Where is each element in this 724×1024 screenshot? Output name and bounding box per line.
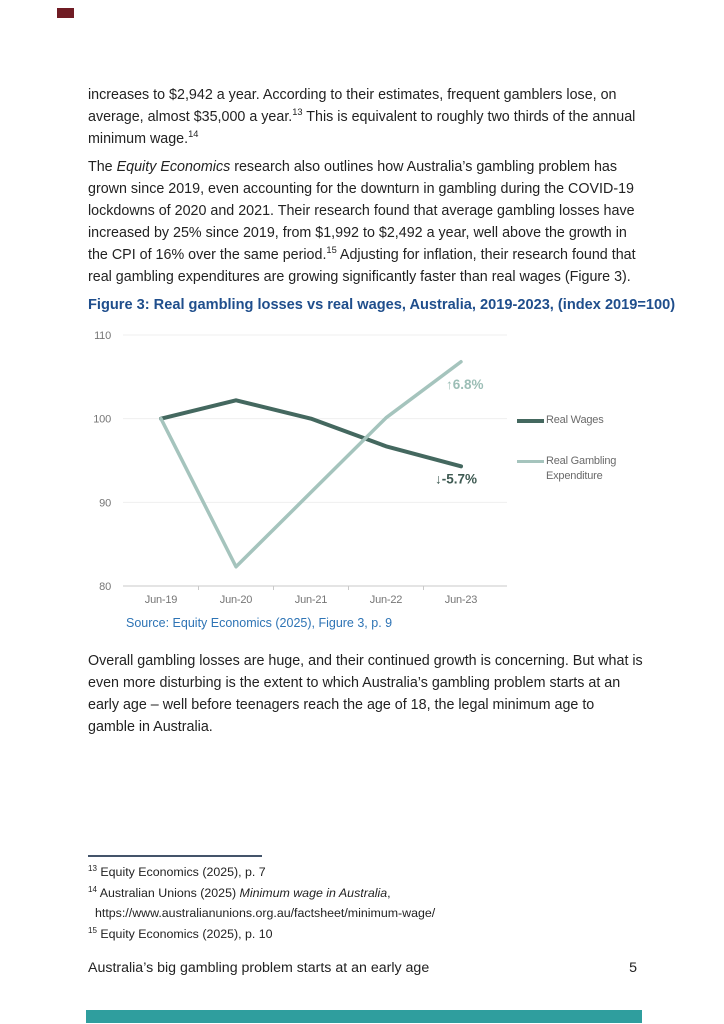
top-left-brand-mark bbox=[57, 8, 74, 18]
footnote-separator bbox=[88, 855, 262, 857]
footnotes: 13 Equity Economics (2025), p. 7 14 Aust… bbox=[88, 862, 654, 944]
paragraph-gambler-losses: increases to $2,942 a year. According to… bbox=[88, 87, 636, 147]
y-tick-label: 80 bbox=[99, 581, 111, 593]
figure-source: Source: Equity Economics (2025), Figure … bbox=[126, 616, 393, 630]
x-tick-label: Jun-23 bbox=[445, 594, 478, 606]
series-line-real-gambling-expenditure bbox=[159, 360, 463, 569]
paragraph-equity-economics: The Equity Economics research also outli… bbox=[88, 159, 636, 285]
figure-chart-svg: 80 90 100 110 Jun-19 Jun-20 Jun-21 Jun-22 Jun-23… bbox=[93, 330, 507, 606]
legend-swatch bbox=[517, 460, 544, 463]
y-tick-label: 90 bbox=[99, 497, 111, 509]
legend-item-real-gambling-expenditure: Real Gambling Expenditure bbox=[517, 454, 626, 484]
series-annotation: ↑6.8% bbox=[446, 377, 484, 392]
y-tick-label: 110 bbox=[94, 330, 111, 342]
bottom-accent-bar bbox=[86, 1010, 642, 1023]
page-number: 5 bbox=[629, 960, 637, 976]
figure-title: Figure 3: Real gambling losses vs real w… bbox=[88, 297, 676, 313]
paragraph-overall-losses: Overall gambling losses are huge, and th… bbox=[88, 653, 643, 735]
footnote-14: 14 Australian Unions (2025) Minimum wage… bbox=[88, 884, 391, 900]
footnote-13: 13 Equity Economics (2025), p. 7 bbox=[88, 863, 266, 879]
legend-item-real-wages: Real Wages bbox=[517, 413, 604, 428]
series-annotation: ↓-5.7% bbox=[435, 471, 477, 486]
figure-chart: 80 90 100 110 Jun-19 Jun-20 Jun-21 Jun-22 Jun-23… bbox=[85, 330, 650, 618]
x-tick-label: Jun-21 bbox=[295, 594, 328, 606]
x-tick-label: Jun-19 bbox=[145, 594, 178, 606]
x-tick-label: Jun-22 bbox=[370, 594, 403, 606]
legend-swatch bbox=[517, 419, 544, 423]
series-line-real-wages bbox=[159, 398, 463, 469]
y-tick-label: 100 bbox=[93, 414, 111, 426]
footer-title: Australia’s big gambling problem starts … bbox=[88, 960, 430, 976]
legend-label: Real Gambling Expenditure bbox=[546, 455, 617, 482]
footnote-14-link[interactable]: https://www.australianunions.org.au/fact… bbox=[95, 906, 436, 920]
legend-label: Real Wages bbox=[546, 414, 604, 426]
footnote-15: 15 Equity Economics (2025), p. 10 bbox=[88, 925, 273, 941]
page-footer: Australia’s big gambling problem starts … bbox=[88, 960, 637, 976]
x-tick-label: Jun-20 bbox=[220, 594, 253, 606]
